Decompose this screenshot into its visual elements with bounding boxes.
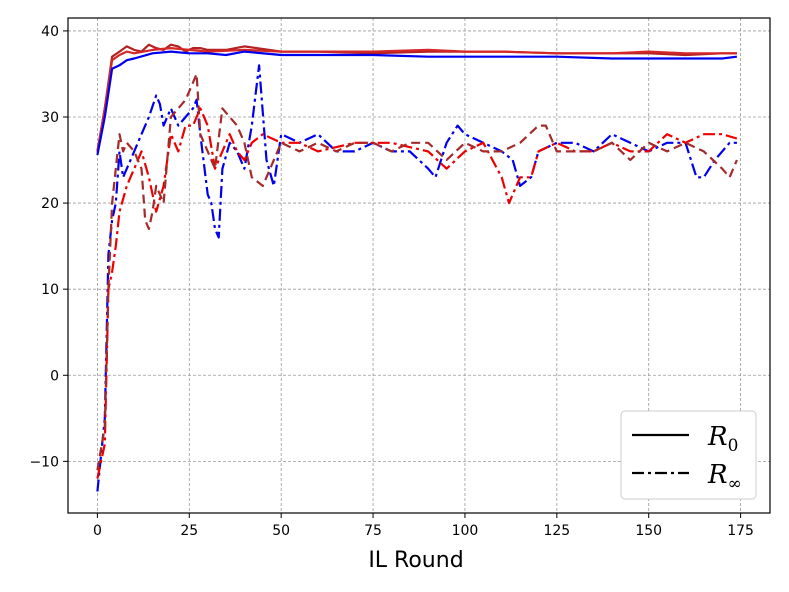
x-tick-label: 150 bbox=[635, 523, 662, 539]
grid-lines bbox=[68, 18, 770, 513]
x-tick-label: 25 bbox=[180, 523, 198, 539]
legend-box bbox=[620, 410, 757, 500]
x-axis-ticks: 0 25 50 75 100 125 150 175 bbox=[93, 513, 754, 539]
series-line-2-solid bbox=[96, 46, 737, 152]
series-line-4-dashdot bbox=[96, 64, 737, 492]
x-tick-label: 50 bbox=[272, 523, 290, 539]
series-line-3-solid bbox=[96, 50, 738, 156]
legend: R0 R∞ bbox=[620, 410, 757, 500]
y-tick-label: 40 bbox=[41, 24, 59, 40]
x-tick-label: 0 bbox=[93, 523, 102, 539]
plot-frame bbox=[67, 17, 771, 514]
x-tick-label: 100 bbox=[452, 523, 479, 539]
y-tick-label: 0 bbox=[50, 368, 59, 384]
x-axis-title: IL Round bbox=[368, 548, 463, 573]
y-tick-label: 10 bbox=[41, 282, 59, 298]
y-tick-label: 30 bbox=[41, 110, 59, 126]
series-line-1-solid bbox=[96, 43, 737, 152]
series-line-5-dashdot bbox=[96, 107, 738, 479]
series-lines bbox=[96, 43, 738, 492]
x-tick-label: 75 bbox=[364, 523, 382, 539]
legend-label-r0: R0 bbox=[707, 422, 738, 456]
series-line-6-dashed bbox=[96, 72, 738, 471]
x-tick-label: 175 bbox=[727, 523, 754, 539]
y-axis-ticks: −10 0 10 20 30 40 bbox=[29, 24, 68, 470]
y-tick-label: 20 bbox=[41, 196, 59, 212]
y-tick-label: −10 bbox=[29, 454, 59, 470]
legend-label-rinf: R∞ bbox=[707, 460, 742, 494]
x-tick-label: 125 bbox=[543, 523, 570, 539]
